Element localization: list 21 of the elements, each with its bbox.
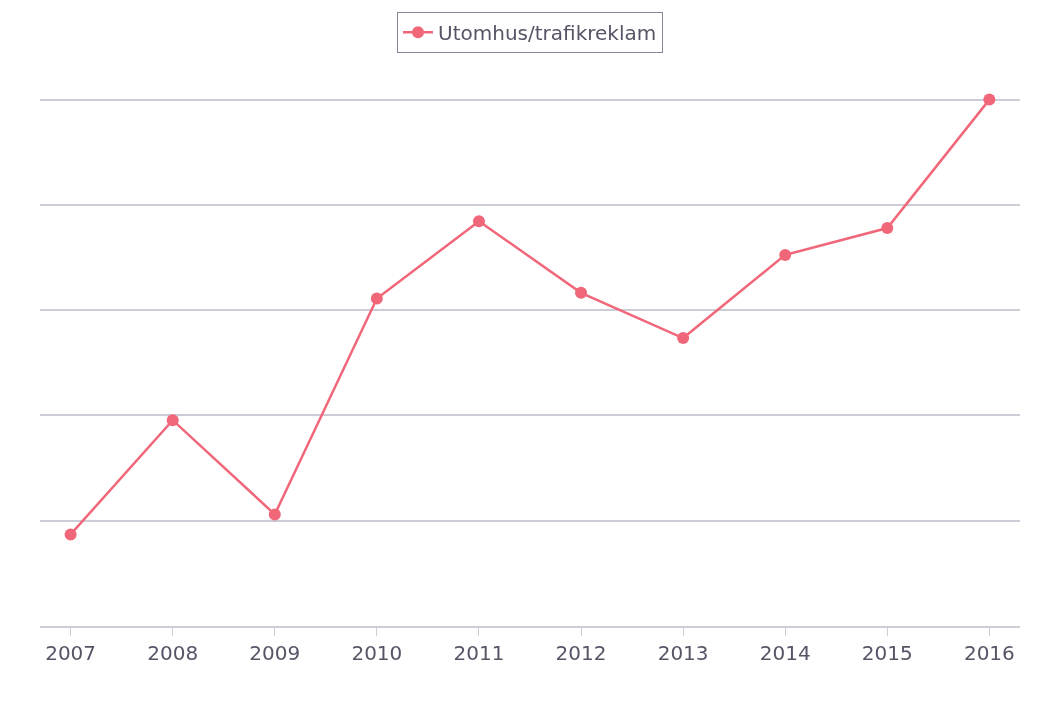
x-tick-label: 2010 (351, 641, 403, 665)
point (472, 215, 485, 228)
point (881, 222, 894, 235)
x-tick-label: 2009 (249, 641, 301, 665)
point (575, 286, 588, 299)
x-tick-label: 2012 (555, 641, 607, 665)
point (370, 292, 383, 305)
x-tick-label: 2016 (963, 641, 1015, 665)
point (677, 332, 690, 345)
x-tick-label: 2015 (861, 641, 913, 665)
x-tick-label: 2013 (657, 641, 709, 665)
x-tick-label: 2014 (759, 641, 811, 665)
point (64, 528, 77, 541)
x-tick-label: 2011 (453, 641, 505, 665)
point (268, 508, 281, 521)
x-tick-label: 2008 (147, 641, 199, 665)
point (779, 248, 792, 261)
legend-label: Utomhus/trafikreklam (438, 21, 657, 46)
point (983, 93, 996, 106)
point (166, 414, 179, 427)
x-tick-label: 2007 (45, 641, 97, 665)
